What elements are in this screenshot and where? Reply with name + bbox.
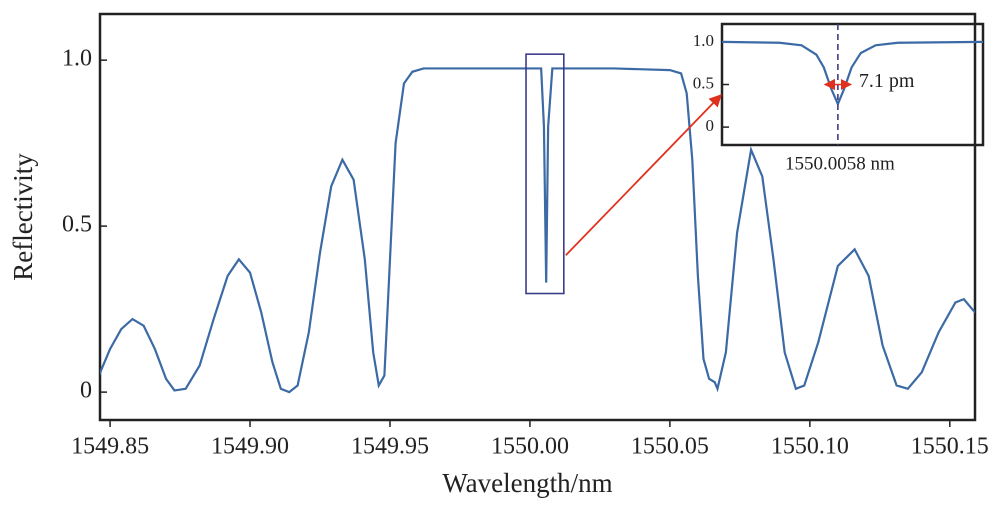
highlight-box	[525, 53, 565, 295]
plot-frame	[98, 12, 977, 422]
marker-label: 1550.0058 nm	[785, 153, 895, 174]
x-tick-label: 1549.95	[351, 434, 429, 460]
x-tick-label: 1550.10	[771, 434, 849, 460]
y-tick-label: 0	[80, 378, 92, 404]
y-tick-label: 1.0	[62, 46, 92, 72]
x-tick-label: 1550.05	[631, 434, 709, 460]
data-line	[722, 40, 983, 107]
x-tick-label: 1549.90	[211, 434, 289, 460]
y-tick-label: 1.0	[693, 31, 714, 50]
x-tick-label: 1549.85	[71, 434, 149, 460]
y-axis-label: Reflectivity	[8, 153, 38, 281]
x-tick-label: 1550.15	[911, 434, 989, 460]
x-axis-label: Wavelength/nm	[442, 468, 612, 498]
y-tick-label: 0.5	[62, 212, 92, 238]
y-tick-label: 0	[706, 116, 715, 135]
zoom-arrow	[565, 94, 722, 256]
y-tick-label: 0.5	[693, 73, 714, 92]
fwhm-label: 7.1 pm	[859, 70, 915, 92]
x-tick-label: 1550.00	[491, 434, 569, 460]
data-line	[100, 67, 975, 394]
